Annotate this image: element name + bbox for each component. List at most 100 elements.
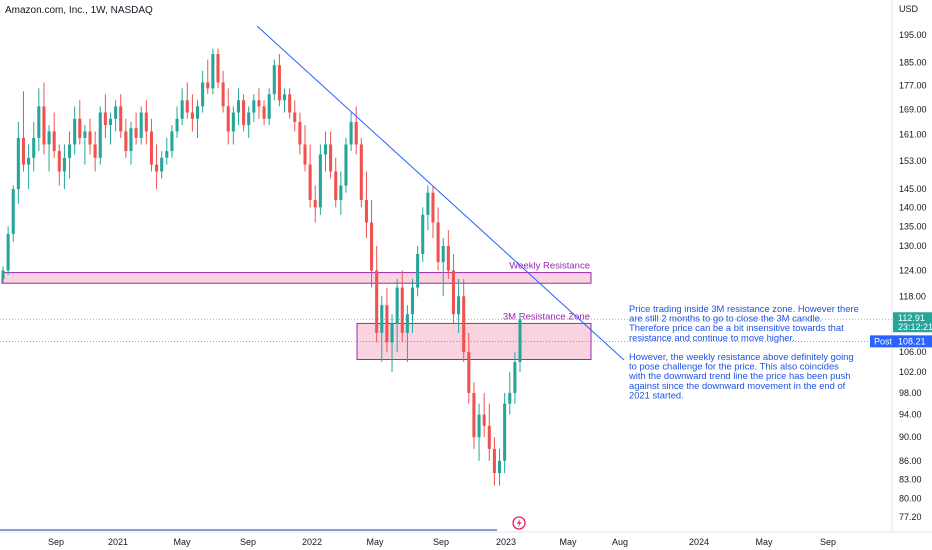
candle-body xyxy=(57,151,61,172)
candle-body xyxy=(467,352,471,393)
candle-body xyxy=(349,121,353,145)
candle-body xyxy=(42,106,46,145)
time-axis-ticks[interactable]: Sep 2021 May Sep 2022 May Sep 2023 May Aug 2024 May… xyxy=(48,537,836,547)
candle-body xyxy=(513,361,517,393)
candle-body xyxy=(426,192,430,215)
note-line: against since the downward movement in t… xyxy=(629,380,846,391)
candle-body xyxy=(190,112,194,119)
candle-body xyxy=(318,154,322,208)
candle-body xyxy=(195,106,200,119)
candle-body xyxy=(247,112,251,126)
candle-body xyxy=(457,296,461,315)
time-tick-label: Sep xyxy=(433,537,449,547)
candle-body xyxy=(405,314,409,333)
candle-body xyxy=(88,131,92,145)
candle-body xyxy=(160,157,164,172)
candle-body xyxy=(339,185,343,200)
price-tick-label: 80.00 xyxy=(899,493,922,503)
candle-body xyxy=(446,245,450,271)
candle-body xyxy=(134,128,138,138)
candle-body xyxy=(257,100,261,107)
candle-body xyxy=(313,199,317,208)
candle-body xyxy=(492,448,496,474)
candle-body xyxy=(78,118,82,138)
candle-body xyxy=(170,131,174,152)
price-tick-label: 98.00 xyxy=(899,388,922,398)
price-tick-label: 169.00 xyxy=(899,104,927,114)
candle-body xyxy=(201,82,205,107)
candle-body xyxy=(32,137,36,158)
earnings-event-icon[interactable] xyxy=(512,516,526,530)
candle-body xyxy=(359,144,363,200)
candle-body xyxy=(395,287,399,324)
price-tick-label: 77.20 xyxy=(899,512,922,522)
candle-body xyxy=(364,199,368,223)
candle-body xyxy=(108,118,113,126)
candle-body xyxy=(149,131,153,165)
candle-body xyxy=(236,100,241,113)
candle-body xyxy=(436,222,440,263)
candle-body xyxy=(62,157,66,172)
candle-body xyxy=(98,112,102,158)
price-tick-label: 177.00 xyxy=(899,80,927,90)
price-tick-label: 140.00 xyxy=(899,202,927,212)
analysis-note: Price trading inside 3M resistance zone.… xyxy=(628,303,859,400)
candle-body xyxy=(451,270,455,315)
candle-body xyxy=(1,270,5,279)
time-tick-label: Aug xyxy=(612,537,628,547)
candle-body xyxy=(93,144,97,158)
candle-body xyxy=(421,214,425,254)
note-line: Therefore price can be a bit insensitive… xyxy=(629,322,844,333)
time-tick-label: Sep xyxy=(820,537,836,547)
time-tick-label: Sep xyxy=(48,537,64,547)
candle-body xyxy=(303,144,307,165)
resistance-zone-box xyxy=(1,272,592,284)
candle-body xyxy=(487,425,491,449)
price-tick-label: 153.00 xyxy=(899,156,927,166)
candle-body xyxy=(221,82,225,107)
candle-body xyxy=(277,65,281,101)
candle-body xyxy=(497,460,502,474)
time-tick-label: May xyxy=(173,537,191,547)
candle-body xyxy=(180,100,184,119)
candle-body xyxy=(380,305,384,333)
candle-body xyxy=(52,131,56,152)
price-axis-ticks[interactable]: 77.20 80.00 83.00 86.00 90.00 94.00 98.00 102.0… xyxy=(899,30,927,522)
candle-body xyxy=(323,144,328,155)
time-tick-label: 2023 xyxy=(496,537,516,547)
time-tick-label: May xyxy=(366,537,384,547)
candle-countdown: 23:12:21 xyxy=(898,322,932,332)
candle-body xyxy=(211,54,215,89)
candle-body xyxy=(416,253,420,288)
candle-body xyxy=(11,189,15,235)
price-tick-label: 90.00 xyxy=(899,432,922,442)
post-market-label: Post xyxy=(874,336,893,346)
note-line: to pose challenge for the price. This al… xyxy=(629,361,839,372)
candle-body xyxy=(272,65,276,95)
trendline-segment xyxy=(256,25,625,361)
resistance-zones: Weekly Resistance 3M Resistance Zone xyxy=(1,261,592,360)
candle-body xyxy=(329,144,333,172)
note-line: resistance and continue to move higher. xyxy=(629,332,795,343)
candle-body xyxy=(288,94,292,113)
time-tick-label: May xyxy=(755,537,773,547)
candle-body xyxy=(298,121,302,145)
post-market-label-tag xyxy=(870,335,893,348)
candle-body xyxy=(293,112,297,122)
candle-body xyxy=(334,171,338,200)
candle-body xyxy=(410,287,415,315)
candle-body xyxy=(165,151,169,158)
candle-body xyxy=(308,164,312,200)
candle-body xyxy=(21,137,26,165)
candle-body xyxy=(252,100,256,113)
candle-body xyxy=(370,222,374,271)
post-market-price-tag xyxy=(893,335,932,348)
candle-body xyxy=(139,112,143,138)
price-tick-label: 185.00 xyxy=(899,57,927,67)
candle-body xyxy=(400,287,404,333)
candle-body xyxy=(518,319,522,362)
downtrend-line xyxy=(256,25,625,361)
candle-body xyxy=(242,100,246,126)
